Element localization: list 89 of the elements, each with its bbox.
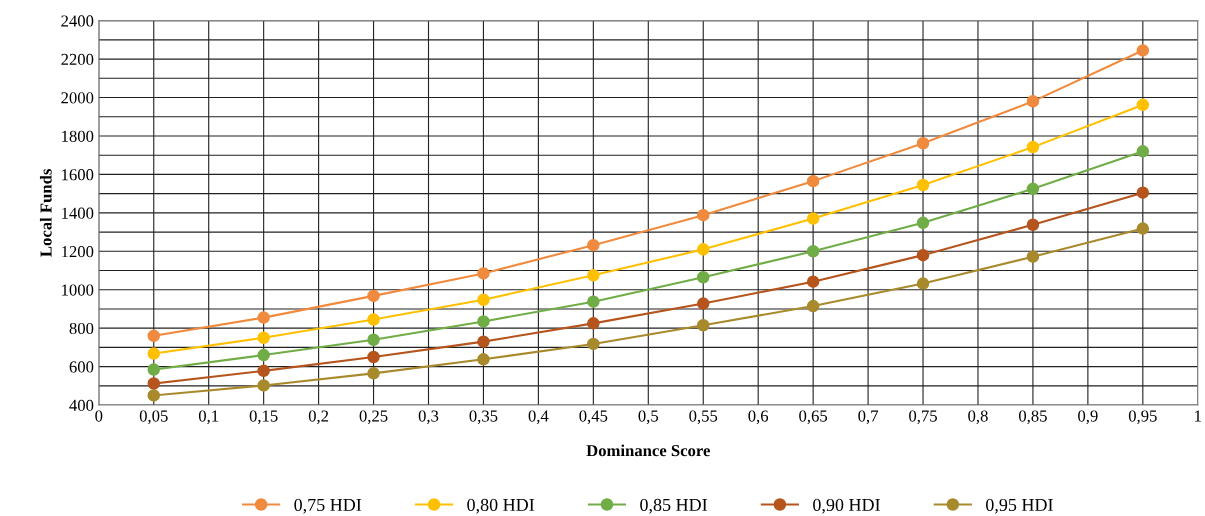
y-tick-label: 2400	[61, 15, 94, 27]
point	[916, 277, 930, 290]
x-tick-label: 0,8	[968, 410, 988, 425]
x-tick-label: 1	[1195, 410, 1201, 422]
point	[147, 377, 161, 390]
legend-label: 0,75 HDI	[294, 498, 362, 514]
point	[916, 216, 930, 230]
y-tick-label: 1800	[62, 130, 94, 142]
x-tick-label: 0	[95, 410, 103, 422]
point	[587, 295, 600, 308]
x-tick-label: 0,5	[638, 410, 659, 425]
x-axis-title: Dominance Score	[586, 444, 710, 457]
x-tick-label: 0,7	[858, 410, 879, 425]
point	[367, 367, 380, 380]
point	[1136, 145, 1150, 158]
point	[696, 270, 710, 284]
point	[916, 178, 930, 192]
x-tick-label: 0,9	[1078, 410, 1098, 425]
point	[477, 315, 490, 328]
y-tick-label: 1000	[62, 284, 94, 296]
point	[587, 317, 600, 330]
point	[916, 137, 930, 150]
x-tick-label: 0,75	[909, 410, 937, 425]
point	[1026, 250, 1040, 263]
point	[147, 389, 161, 402]
x-tick-label: 0,6	[748, 410, 769, 425]
point	[477, 293, 490, 306]
point	[367, 289, 380, 303]
x-tick-label: 0,45	[579, 410, 608, 425]
y-tick-label: 400	[69, 399, 94, 412]
point	[916, 248, 930, 262]
x-tick-label: 0,3	[418, 410, 439, 425]
point	[257, 331, 270, 345]
point	[1026, 95, 1040, 108]
y-axis-title: Local Funds	[39, 169, 52, 257]
point	[806, 299, 820, 313]
point	[477, 353, 490, 366]
point	[806, 212, 820, 225]
point	[587, 238, 600, 252]
point	[1136, 186, 1150, 199]
point	[257, 379, 270, 392]
point	[147, 363, 161, 376]
point	[477, 267, 490, 280]
point	[1136, 222, 1150, 235]
point	[696, 208, 710, 222]
y-tick-label: 1200	[62, 245, 94, 258]
point	[257, 364, 270, 378]
legend-label: 0,85 HDI	[640, 498, 708, 514]
point	[1026, 182, 1040, 196]
point	[367, 313, 380, 326]
x-tick-label: 0,25	[359, 410, 388, 425]
legend-label: 0,80 HDI	[467, 498, 535, 514]
x-tick-label: 0,2	[308, 410, 329, 425]
x-tick-label: 0,95	[1128, 410, 1157, 425]
point	[587, 337, 600, 351]
x-tick-label: 0,4	[528, 410, 549, 425]
point	[147, 329, 161, 343]
point	[367, 333, 380, 346]
point	[696, 243, 710, 256]
point	[477, 335, 490, 348]
x-tick-label: 0,85	[1018, 410, 1047, 425]
x-tick-label: 0,65	[799, 410, 828, 425]
x-tick-label: 0,15	[249, 410, 278, 425]
point	[1026, 218, 1040, 232]
x-tick-label: 0,05	[139, 410, 168, 425]
point	[1026, 140, 1040, 154]
point	[367, 350, 380, 364]
point	[806, 275, 820, 288]
point	[696, 319, 710, 332]
legend-label: 0,90 HDI	[813, 498, 880, 514]
x-tick-label: 0,55	[689, 410, 718, 425]
y-tick-label: 1600	[62, 169, 94, 181]
y-tick-label: 1400	[62, 207, 94, 219]
x-tick-label: 0,35	[469, 410, 498, 425]
legend-label: 0,95 HDI	[986, 498, 1053, 514]
y-tick-label: 800	[69, 322, 94, 335]
point	[806, 245, 820, 258]
point	[1136, 44, 1150, 57]
point	[257, 311, 270, 324]
x-tick-label: 0,1	[198, 410, 219, 425]
y-tick-label: 2200	[61, 53, 94, 66]
point	[1136, 98, 1150, 112]
point	[587, 269, 600, 282]
point	[147, 347, 161, 360]
y-tick-label: 2000	[61, 92, 94, 104]
y-tick-label: 600	[69, 361, 94, 373]
point	[806, 174, 820, 188]
point	[257, 348, 270, 362]
point	[696, 297, 710, 310]
